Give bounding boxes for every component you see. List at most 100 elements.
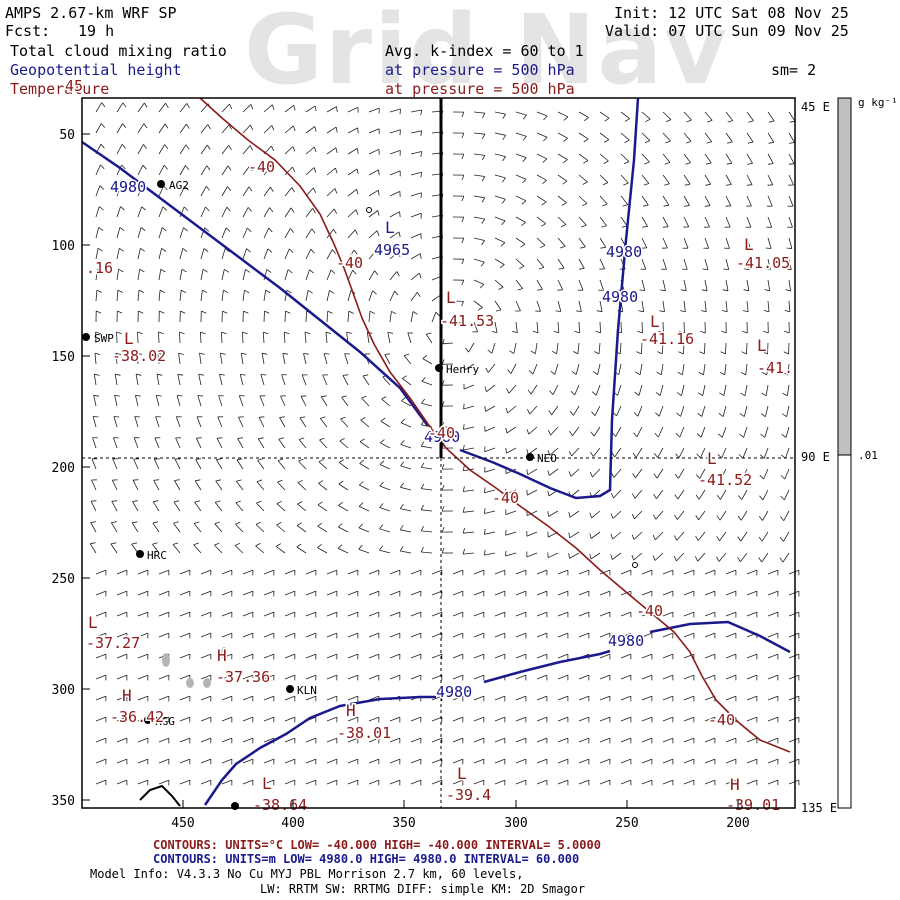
- temperature-contour-label: -41.52: [698, 471, 752, 489]
- y-tick-label: 300: [52, 683, 75, 698]
- station-label: HRC: [147, 549, 167, 562]
- field-height-label: Geopotential height: [10, 61, 182, 79]
- physics-info: LW: RRTM SW: RRTMG DIFF: simple KM: 2D S…: [260, 882, 586, 896]
- height-contour-label: 4980: [606, 243, 642, 261]
- temperature-contour-label: -40: [428, 424, 455, 442]
- height-contour-label: 4980: [602, 288, 638, 306]
- low-marker: L: [650, 312, 660, 331]
- x-tick-label: 400: [281, 816, 304, 831]
- high-marker: H: [217, 646, 227, 665]
- x-tick-label: 200: [726, 816, 749, 831]
- colorbar-units: g kg⁻¹: [858, 96, 898, 109]
- temperature-contour-label: -40: [336, 254, 363, 272]
- temperature-contour-label: .16: [86, 259, 113, 277]
- station-label: Henry: [446, 363, 479, 376]
- low-marker: L: [446, 288, 456, 307]
- temperature-contour-info: CONTOURS: UNITS=°C LOW= -40.000 HIGH= -4…: [153, 838, 601, 852]
- y-tick-label: 150: [52, 350, 75, 365]
- height-contour-label: 4980: [608, 632, 644, 650]
- map-frame: [81, 97, 796, 809]
- cloud-patches: [162, 647, 227, 688]
- station-label: SWP: [94, 332, 114, 345]
- valid-time: Valid: 07 UTC Sun 09 Nov 25: [605, 22, 849, 40]
- small-circle-marker: [632, 562, 638, 568]
- watermark: Grid Nav: [244, 0, 729, 106]
- longitude-label: 45 E: [801, 100, 830, 114]
- temperature-contour-label: -40: [636, 602, 663, 620]
- high-marker: H: [346, 701, 356, 720]
- station-dot: [231, 802, 239, 810]
- station-label: RGG: [155, 715, 175, 728]
- temperature-contour-label: -37.27: [86, 634, 140, 652]
- forecast-value: 19 h: [78, 22, 115, 40]
- forecast-label: Fcst:: [5, 22, 51, 40]
- colorbar-frame: [837, 97, 852, 809]
- longitude-label: 90 E: [801, 450, 830, 464]
- temperature-contour-label: -39.4: [446, 786, 491, 804]
- temperature-contour-label: -36.42: [110, 708, 164, 726]
- station-label: AG2: [169, 179, 189, 192]
- height-contour-label: 4980: [424, 428, 460, 446]
- height-contour-label: 4980: [110, 178, 146, 196]
- station-dot: [136, 550, 144, 558]
- temperature-contour-label: -38.64: [253, 796, 307, 814]
- temperature-contour-label: -37.36: [216, 668, 270, 686]
- low-marker: L: [757, 336, 767, 355]
- model-title: AMPS 2.67-km WRF SP: [5, 4, 177, 22]
- temperature-contour-label: -41.16: [640, 330, 694, 348]
- height-pressure-label: at pressure = 500 hPa: [385, 61, 575, 79]
- y-tick-label: 350: [52, 794, 75, 809]
- low-marker: L: [88, 613, 98, 632]
- high-marker: H: [122, 686, 132, 705]
- height-contour-info: CONTOURS: UNITS=m LOW= 4980.0 HIGH= 4980…: [153, 852, 580, 866]
- x-tick-label: 450: [171, 816, 194, 831]
- temperature-contour-label: -38.01: [337, 724, 391, 742]
- x-tick-label: 300: [504, 816, 527, 831]
- k-index-label: Avg. k-index = 60 to 1: [385, 42, 584, 60]
- low-marker: L: [744, 235, 754, 254]
- small-circle-marker: [366, 207, 372, 213]
- low-marker: L: [262, 774, 272, 793]
- low-marker: L: [385, 218, 395, 237]
- station-dot: [82, 333, 90, 341]
- station-label: KLN: [297, 684, 317, 697]
- temperature-contour-label: -40: [492, 489, 519, 507]
- longitude-label: 135 E: [801, 801, 837, 815]
- temperature-contour-label: -39.01: [726, 796, 780, 814]
- temperature-contour-label: -41.05: [736, 254, 790, 272]
- colorbar-value-label: .01: [858, 449, 878, 462]
- low-marker: L: [707, 449, 717, 468]
- terrain-contour: [139, 784, 181, 807]
- x-tick-label: 250: [615, 816, 638, 831]
- station-dot: [157, 180, 165, 188]
- y-tick-label: 200: [52, 461, 75, 476]
- init-time: Init: 12 UTC Sat 08 Nov 25: [614, 4, 849, 22]
- y-tick-label: 50: [59, 128, 75, 143]
- model-info: Model Info: V4.3.3 No Cu MYJ PBL Morriso…: [90, 867, 524, 881]
- wind-barbs: [89, 102, 800, 786]
- temperature-contour-label: -38.02: [112, 347, 166, 365]
- temperature-pressure-label: at pressure = 500 hPa: [385, 80, 575, 98]
- temperature-contour-label: -40: [248, 158, 275, 176]
- y-tick-label: 100: [52, 239, 75, 254]
- station-dot: [286, 685, 294, 693]
- temperature-contour-label: -40: [708, 711, 735, 729]
- low-marker: L: [124, 329, 134, 348]
- y-tick-label: 250: [52, 572, 75, 587]
- low-marker: L: [457, 764, 467, 783]
- smoothing-label: sm= 2: [771, 61, 817, 79]
- temperature-contour-label: 45: [65, 77, 83, 95]
- height-contour-label: 4980: [436, 683, 472, 701]
- station-dot: [526, 453, 534, 461]
- temperature-contours: [199, 97, 791, 753]
- temperature-contour-label: -41.: [757, 359, 793, 377]
- temperature-contour-label: -41.53: [440, 312, 494, 330]
- high-marker: H: [730, 775, 740, 794]
- station-dot: [144, 716, 152, 724]
- colorbar-fill: [838, 98, 851, 455]
- field-cloud-label: Total cloud mixing ratio: [10, 42, 227, 60]
- x-tick-label: 350: [392, 816, 415, 831]
- station-label: NEO: [537, 452, 557, 465]
- station-dot: [435, 364, 443, 372]
